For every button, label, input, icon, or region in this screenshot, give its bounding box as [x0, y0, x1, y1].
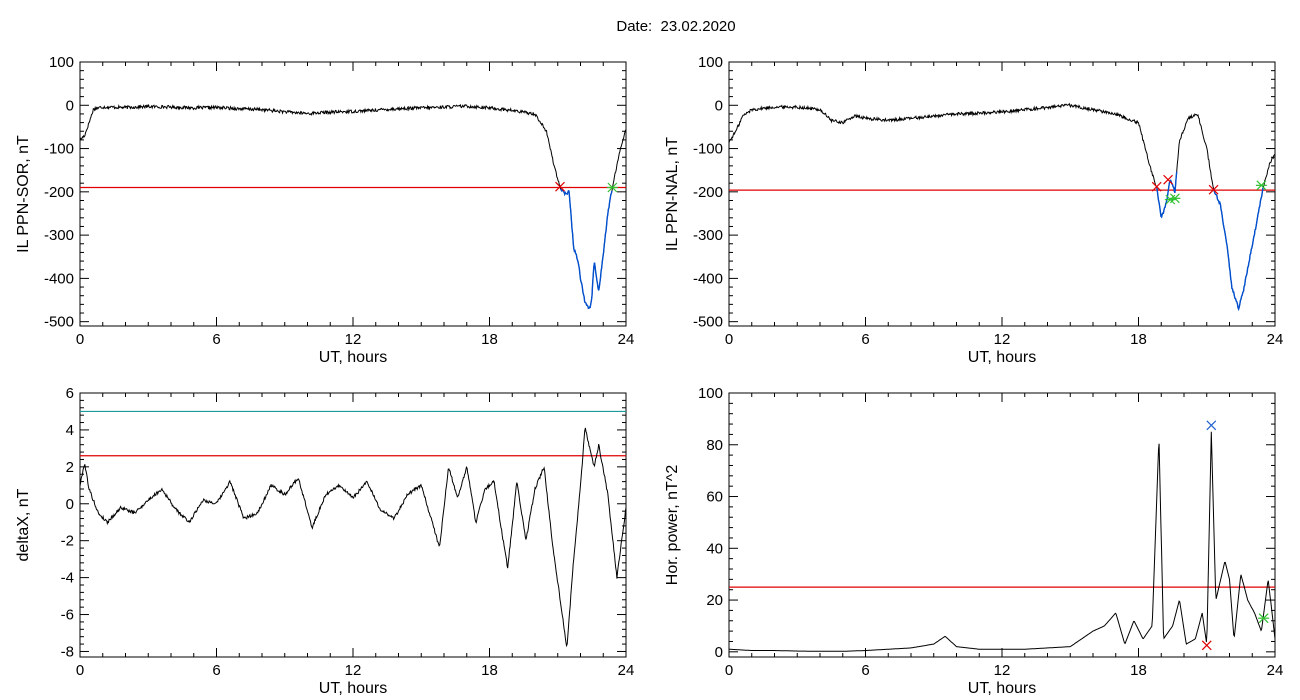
panel4-marker-stroke	[1206, 420, 1217, 431]
panel1-marker-stroke	[555, 181, 565, 192]
panel2-plot-area	[729, 102, 1275, 312]
panel2-series-line	[729, 102, 1275, 311]
panel4-ytick-label: 100	[698, 385, 723, 402]
panel3-ytick-label: 0	[66, 496, 74, 513]
panel2-xtick-label: 12	[994, 331, 1011, 348]
panel1-ylabel: IL PPN-SOR, nT	[15, 135, 32, 253]
panel2-xtick-label: 24	[1267, 331, 1284, 348]
panel4-ytick-label: 40	[706, 540, 723, 557]
panel4-xtick-label: 0	[725, 662, 733, 679]
panel2-marker-start	[1208, 184, 1219, 195]
panel3-frame	[79, 392, 627, 658]
panel1-xtick-label: 12	[345, 331, 362, 348]
panel1-ytick-label: -300	[44, 227, 74, 244]
panel2-highlight-line	[1213, 186, 1265, 312]
panel4-plot-area	[729, 431, 1275, 652]
panel2-ytick-label: -200	[693, 184, 723, 201]
figure-title: Date: 23.02.2020	[616, 18, 736, 35]
panel2-marker-stroke	[1208, 184, 1219, 195]
panel4-ytick-label: 0	[715, 644, 723, 661]
panel4-ytick-label: 80	[706, 437, 723, 454]
panel1-series-line	[80, 103, 626, 309]
panel1-xlabel: UT, hours	[319, 349, 387, 366]
panel1-xtick-label: 18	[481, 331, 498, 348]
panel1-ytick-label: 0	[66, 97, 74, 114]
panel3-xlabel: UT, hours	[319, 680, 387, 697]
panel2-ytick-label: 0	[715, 97, 723, 114]
panel2-xtick-label: 18	[1130, 331, 1147, 348]
panel3-plot-area	[80, 410, 626, 648]
panel1-marker-end	[606, 182, 618, 193]
panel4-marker-end	[1258, 613, 1270, 624]
panel3-ytick-label: -4	[61, 570, 74, 587]
panel2-marker-stroke	[1151, 181, 1162, 192]
panel4-frame	[728, 392, 1276, 658]
panel3-xtick-label: 24	[618, 662, 635, 679]
panel1-group: 0 6 12 18 24 100 0 -100 -200 -300 -400 -500 UT, hour…	[15, 54, 634, 366]
panel2-marker-end	[1255, 180, 1267, 191]
panel2-marker-stroke	[1163, 174, 1173, 185]
panel3-ytick-label: 6	[66, 385, 74, 402]
panel1-xtick-label: 6	[212, 331, 220, 348]
panel1-ytick-label: -100	[44, 141, 74, 158]
panel4-xtick-label: 24	[1267, 662, 1284, 679]
panel2-xtick-label: 0	[725, 331, 733, 348]
panel3-ytick-label: -6	[61, 607, 74, 624]
panel2-group: 0 6 12 18 24 100 0 -100 -200 -300 -400 -500 UT, hour…	[664, 54, 1283, 366]
panel3-xtick-label: 0	[76, 662, 84, 679]
panel4-ytick-label: 60	[706, 489, 723, 506]
panel3-ytick-label: -8	[61, 643, 74, 660]
panel4-xtick-label: 12	[994, 662, 1011, 679]
panel4-marker-peak	[1206, 420, 1217, 431]
panel4-xlabel: UT, hours	[968, 680, 1036, 697]
panel1-plot-area	[80, 103, 626, 310]
panel3-xtick-label: 6	[212, 662, 220, 679]
panel1-ytick-label: -500	[44, 314, 74, 331]
panel2-frame	[728, 61, 1276, 327]
panel4-marker-stroke	[1201, 640, 1212, 651]
panel1-ytick-label: 100	[49, 54, 74, 71]
panel2-marker-start	[1163, 174, 1173, 185]
panel4-marker-start	[1201, 640, 1212, 651]
panel2-highlight-line	[1156, 171, 1178, 219]
panel4-xtick-label: 18	[1130, 662, 1147, 679]
panel2-xlabel: UT, hours	[968, 349, 1036, 366]
panel4-xtick-label: 6	[861, 662, 869, 679]
panel3-ytick-label: 2	[66, 459, 74, 476]
panel1-frame	[79, 61, 627, 327]
panel2-ytick-label: -500	[693, 314, 723, 331]
panel4-ylabel: Hor. power, nT^2	[664, 465, 681, 586]
panel2-ytick-label: -100	[693, 141, 723, 158]
panel2-marker-end	[1169, 193, 1181, 204]
panel4-series-line	[729, 431, 1275, 652]
panel2-marker-start	[1151, 181, 1162, 192]
panel2-ytick-label: -300	[693, 227, 723, 244]
panel1-xtick-label: 24	[618, 331, 635, 348]
panel3-xtick-label: 12	[345, 662, 362, 679]
panel1-highlight-line	[559, 188, 613, 310]
panel1-marker-start	[555, 181, 565, 192]
panel3-series-line	[80, 427, 626, 648]
panel3-ytick-label: 4	[66, 422, 74, 439]
panel2-ylabel: IL PPN-NAL, nT	[664, 137, 681, 251]
panel2-xtick-label: 6	[861, 331, 869, 348]
panel3-ylabel: deltaX, nT	[15, 488, 32, 561]
panel4-ytick-label: 20	[706, 592, 723, 609]
panel1-ytick-label: -400	[44, 270, 74, 287]
panel2-ytick-label: -400	[693, 270, 723, 287]
panel4-group: 0 6 12 18 24 100 80 60 40 20 0 UT, hours Hor. power,…	[664, 385, 1283, 697]
panel2-ytick-label: 100	[698, 54, 723, 71]
panel1-xtick-label: 0	[76, 331, 84, 348]
panel3-xtick-label: 18	[481, 662, 498, 679]
panel1-ytick-label: -200	[44, 184, 74, 201]
panel3-group: 0 6 12 18 24 6 4 2 0 -2 -4 -6 -8 UT, hours deltaX, nT	[15, 385, 634, 697]
panel3-ytick-label: -2	[61, 533, 74, 550]
